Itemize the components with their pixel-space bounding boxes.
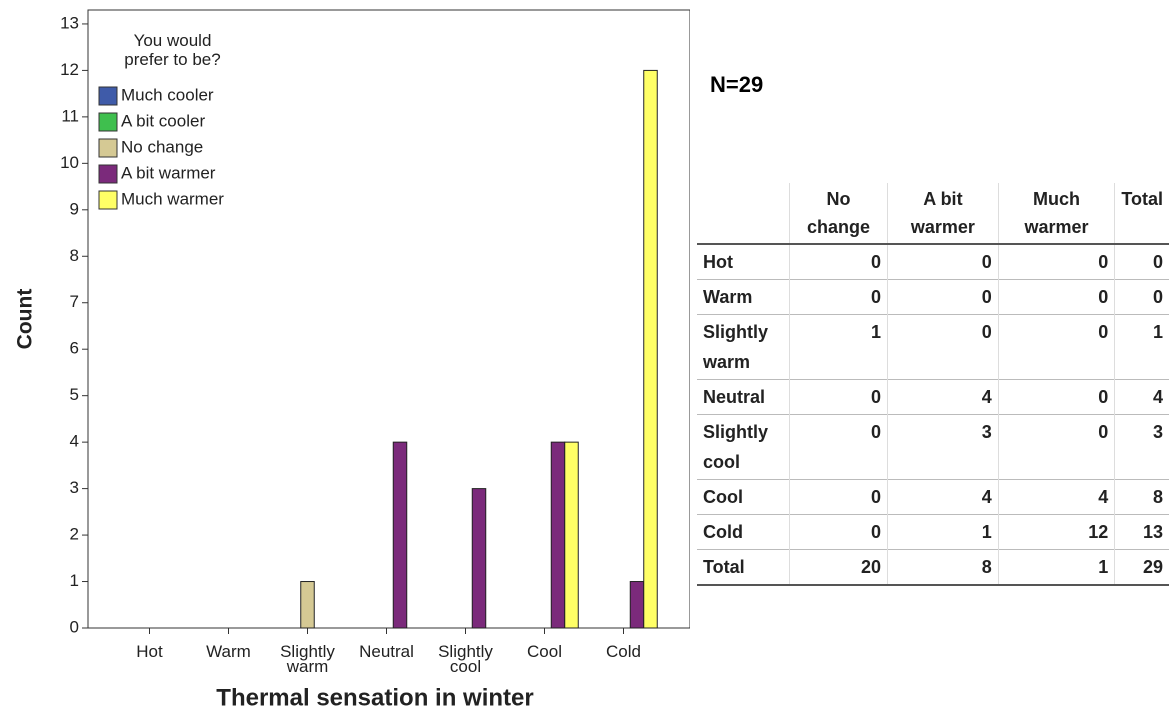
table-cell: 3 <box>887 414 999 480</box>
table-cell: 0 <box>887 314 999 380</box>
x-tick-label: Hot <box>136 642 163 661</box>
row-header: Total <box>697 549 790 585</box>
table-cell: 3 <box>1114 414 1169 480</box>
bar <box>629 581 645 629</box>
x-axis-label: Thermal sensation in winter <box>216 684 533 711</box>
table-cell: 4 <box>1114 379 1169 415</box>
table-cell: 29 <box>1114 549 1169 585</box>
table-row: Total 20 8 1 29 <box>697 549 1169 585</box>
y-tick-label: 2 <box>70 525 79 544</box>
table-cell: 4 <box>887 479 999 515</box>
column-header: A bit warmer <box>887 183 999 244</box>
table-cell: 1 <box>887 514 999 550</box>
table-cell: 13 <box>1114 514 1169 550</box>
table-cell: 0 <box>998 314 1116 380</box>
table-cell: 8 <box>887 549 999 585</box>
bar <box>550 441 566 629</box>
table-row: Neutral 0 4 0 4 <box>697 379 1169 415</box>
y-tick-label: 10 <box>60 153 79 172</box>
row-header: Neutral <box>697 379 790 415</box>
header-corner <box>697 183 790 244</box>
table-cell: 1 <box>1114 314 1169 380</box>
table-cell: 0 <box>789 479 889 515</box>
bar <box>564 441 579 629</box>
bar <box>471 488 487 629</box>
table-cell: 0 <box>789 243 889 280</box>
table-cell: 0 <box>998 279 1116 315</box>
table-cell: 0 <box>789 414 889 480</box>
row-header: Cool <box>697 479 790 515</box>
table-row: Cold 0 1 12 13 <box>697 514 1169 550</box>
y-tick-label: 0 <box>70 617 79 636</box>
table-row: Slightly cool 0 3 0 3 <box>697 414 1169 480</box>
legend-swatch <box>98 190 118 210</box>
table-cell: 0 <box>998 243 1116 280</box>
table-cell: 4 <box>998 479 1116 515</box>
y-tick-label: 7 <box>70 292 79 311</box>
y-tick-label: 12 <box>60 60 79 79</box>
column-header: Total <box>1121 189 1163 209</box>
y-axis-label: Count <box>14 289 37 350</box>
table-cell: 0 <box>998 414 1116 480</box>
y-tick-label: 1 <box>70 571 79 590</box>
y-tick-label: 3 <box>70 478 79 497</box>
table-row: Slightly warm 1 0 0 1 <box>697 314 1169 380</box>
x-tick-label: Neutral <box>359 642 414 661</box>
y-tick-label: 5 <box>70 385 79 404</box>
table-cell: 0 <box>1114 243 1169 280</box>
row-header: Slightly cool <box>697 414 790 480</box>
table-cell: 4 <box>887 379 999 415</box>
table-cell: 8 <box>1114 479 1169 515</box>
table-cell: 0 <box>887 279 999 315</box>
row-header: Warm <box>697 279 790 315</box>
legend-label: A bit warmer <box>121 163 216 182</box>
legend-label: No change <box>121 137 203 156</box>
annotation: N=29 <box>710 72 764 97</box>
legend-title: You would prefer to be? <box>124 31 221 69</box>
table-cell: 1 <box>998 549 1116 585</box>
chart: Count Thermal sensation in winter 012345… <box>14 9 690 711</box>
table-row: Cool 0 4 4 8 <box>697 479 1169 515</box>
column-header: Much warmer <box>998 183 1116 244</box>
table-cell: 20 <box>789 549 889 585</box>
bar <box>392 441 408 629</box>
y-tick-label: 13 <box>60 13 79 32</box>
table-cell: 0 <box>1114 279 1169 315</box>
legend-label: Much cooler <box>121 85 214 104</box>
table-cell: 0 <box>789 279 889 315</box>
table: No change A bit warmer Much warmer Total Ho… <box>697 183 1169 586</box>
y-tick-label: 6 <box>70 339 79 358</box>
table-row: Warm 0 0 0 0 <box>697 279 1169 315</box>
x-tick-label: Slightly warm <box>280 642 335 676</box>
y-tick-label: 4 <box>70 432 79 451</box>
table-cell: 0 <box>998 379 1116 415</box>
bar <box>300 581 315 629</box>
bar <box>643 69 658 629</box>
column-header: No change <box>789 183 889 244</box>
y-tick-label: 9 <box>70 199 79 218</box>
row-header: Slightly warm <box>697 314 790 380</box>
x-tick-label: Cool <box>527 642 562 661</box>
x-tick-label: Cold <box>606 642 641 661</box>
legend-swatch <box>98 138 118 158</box>
y-tick-label: 11 <box>61 106 79 125</box>
table-row: Hot 0 0 0 0 <box>697 243 1169 280</box>
x-tick-label: Warm <box>206 642 251 661</box>
legend-label: A bit cooler <box>121 111 205 130</box>
x-tick-label: Slightly cool <box>438 642 493 676</box>
table-cell: 1 <box>789 314 889 380</box>
plot-frame <box>87 9 690 629</box>
legend-swatch <box>98 86 118 106</box>
table-cell: 0 <box>789 379 889 415</box>
legend-swatch <box>98 164 118 184</box>
row-header: Hot <box>697 243 790 280</box>
table-cell: 12 <box>998 514 1116 550</box>
legend-swatch <box>98 112 118 132</box>
table-cell: 0 <box>887 243 999 280</box>
table-cell: 0 <box>789 514 889 550</box>
legend-label: Much warmer <box>121 189 224 208</box>
row-header: Cold <box>697 514 790 550</box>
y-tick-label: 8 <box>70 246 79 265</box>
